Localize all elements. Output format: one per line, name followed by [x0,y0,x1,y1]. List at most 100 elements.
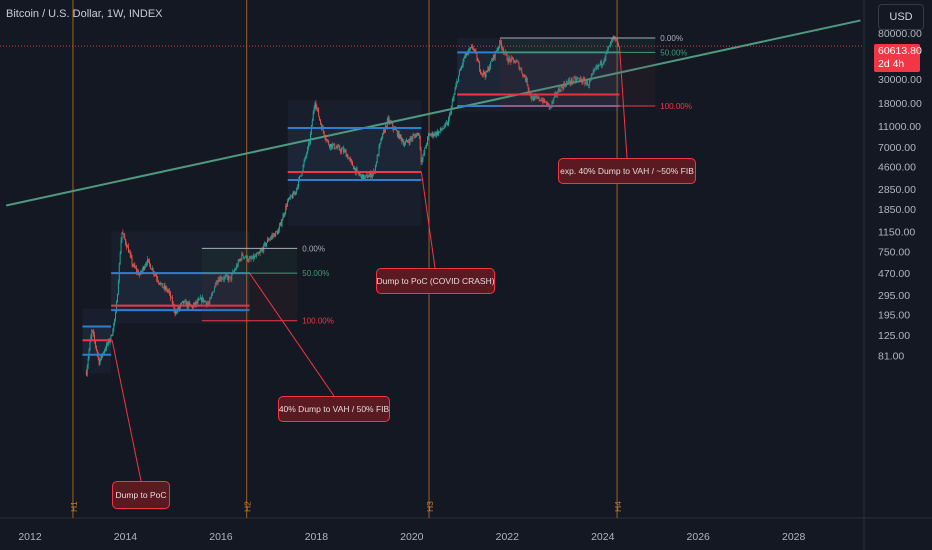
candle-body-528 [568,79,570,83]
last-price-value: 60613.80 [878,45,922,57]
candle-body-581 [617,41,619,46]
candle-body-176 [246,255,248,261]
candle-body-482 [526,78,528,86]
candle-body-90 [168,290,170,292]
candle-body-427 [476,53,478,61]
fib-upper-zone-1 [201,248,298,274]
candle-body-91 [169,290,171,293]
price-tick-label: 470.00 [878,268,910,280]
candle-body-205 [273,233,275,236]
candle-body-277 [339,146,341,150]
candle-body-532 [572,81,574,83]
candle-body-181 [251,258,253,260]
candle-body-504 [546,102,548,106]
candle-body-580 [616,40,618,42]
chart-title: Bitcoin / U.S. Dollar, 1W, INDEX [6,8,163,20]
candle-body-136 [210,297,212,300]
candle-body-259 [322,127,324,132]
candle-body-237 [302,165,304,172]
candle-body-225 [291,196,293,199]
candle-body-235 [300,174,302,176]
candle-body-355 [410,137,412,139]
year-tick-label: 2012 [18,531,42,543]
candle-body-312 [371,175,373,178]
candle-body-477 [522,73,524,76]
price-tick-label: 750.00 [878,246,910,258]
candle-body-40 [122,232,124,235]
currency-selector-button[interactable]: USD [878,4,924,30]
candle-body-286 [347,155,349,160]
candle-body-298 [358,173,360,175]
candle-body-173 [244,256,246,258]
candle-body-189 [258,253,260,254]
candle-body-264 [327,139,329,142]
candle-body-14 [98,357,100,365]
candle-body-547 [586,81,588,83]
candle-body-67 [147,259,149,264]
candle-body-228 [294,193,296,195]
candle-body-439 [487,68,489,72]
candle-body-21 [105,349,106,351]
candle-body-162 [234,270,235,272]
candle-body-130 [204,300,206,302]
last-price-badge: 60613.80 2d 4h [874,44,922,72]
candle-body-138 [212,292,214,295]
candle-body-431 [480,70,482,74]
candle-body-364 [418,135,420,137]
candle-body-17 [101,355,103,357]
candle-body-224 [290,195,292,197]
candle-body-192 [261,249,263,251]
candle-body-156 [228,276,230,281]
candle-body-371 [425,146,427,148]
candle-body-338 [395,128,396,130]
candle-body-184 [254,255,256,259]
candle-body-341 [397,132,399,137]
candle-body-122 [197,300,199,303]
candle-body-187 [256,253,258,255]
candle-body-361 [416,134,417,138]
candle-body-446 [493,54,495,58]
candle-body-573 [610,41,611,47]
year-tick-label: 2018 [305,531,329,543]
candle-body-56 [137,271,138,272]
candle-body-273 [335,147,337,149]
candle-body-389 [441,129,443,130]
candle-body-318 [376,155,378,163]
candle-body-175 [245,255,247,258]
candle-body-7 [92,330,94,332]
candle-body-517 [558,88,560,92]
candle-body-344 [400,134,402,138]
candle-body-465 [511,57,513,62]
price-tick-label: 4600.00 [878,162,916,174]
candle-body-486 [530,93,532,99]
candle-body-172 [243,255,245,258]
candle-body-374 [427,133,429,138]
candle-body-161 [233,271,235,273]
candle-body-44 [126,243,128,248]
candle-body-548 [587,81,589,86]
candle-body-349 [405,141,407,145]
candle-body-463 [509,57,511,59]
halving-label-4: H4 [613,501,623,512]
candle-body-433 [481,73,483,75]
candle-body-489 [533,96,535,101]
candle-body-55 [136,268,138,272]
candle-body-247 [311,120,313,126]
candle-body-170 [241,253,243,260]
price-tick-label: 2850.00 [878,184,916,196]
candle-body-221 [288,198,289,201]
candle-body-451 [498,46,500,48]
candle-body-432 [481,73,482,74]
candle-body-473 [518,62,520,70]
candle-body-369 [423,153,425,155]
candle-body-191 [260,250,262,252]
candle-body-567 [604,57,606,61]
candle-body-383 [436,131,438,136]
candle-body-375 [428,133,430,135]
candle-body-334 [391,123,393,124]
candle-body-147 [220,277,222,280]
candle-body-85 [163,285,165,288]
candle-body-480 [524,77,526,81]
candle-body-188 [257,253,259,254]
